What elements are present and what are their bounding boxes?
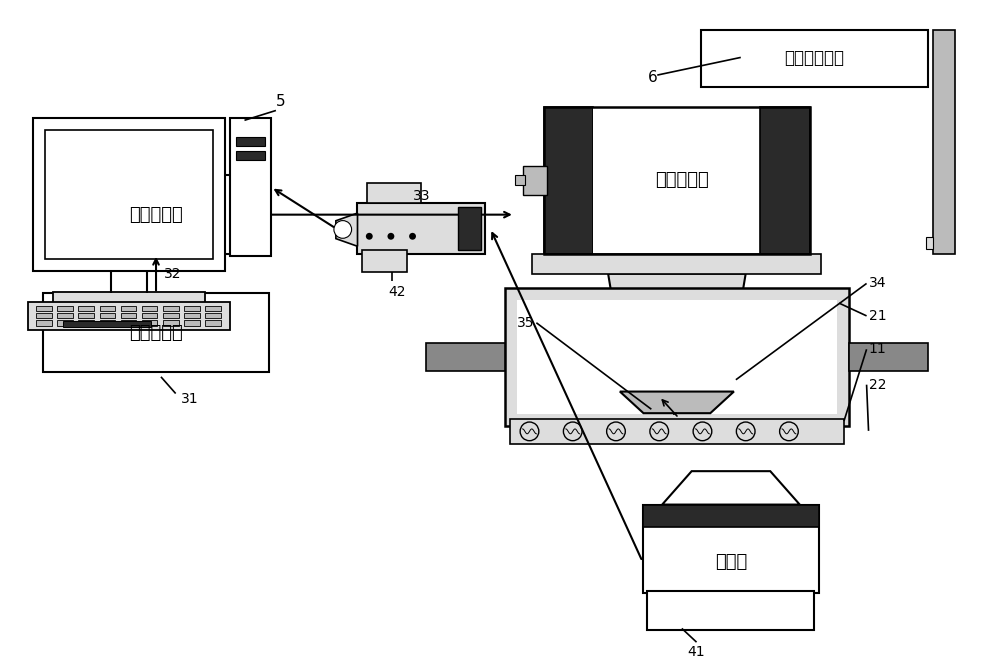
Bar [458,207,481,250]
Text: 波形发生器: 波形发生器 [129,324,183,342]
Bar [933,30,955,254]
Bar [57,306,73,311]
Bar [205,320,221,326]
Bar [505,289,849,426]
Bar [357,203,485,254]
Bar [205,306,221,311]
Polygon shape [608,273,746,391]
Bar [510,419,844,444]
Bar [163,313,179,318]
Text: 35: 35 [517,316,534,330]
Text: 21: 21 [869,309,886,323]
Bar [647,591,814,630]
Text: 11: 11 [869,342,886,356]
Bar [78,320,94,326]
Bar [45,130,213,259]
Text: 33: 33 [413,189,430,203]
Text: 22: 22 [869,378,886,392]
Text: 34: 34 [869,277,886,291]
Text: 超声换能器: 超声换能器 [655,171,709,189]
Bar [523,166,547,195]
Bar [643,504,819,527]
Bar [517,300,837,414]
Bar [57,313,73,318]
Text: 6: 6 [647,70,657,85]
Bar [362,250,407,271]
Bar [121,320,136,326]
Bar [28,302,230,330]
Bar [236,137,265,146]
Circle shape [334,220,352,238]
Bar [78,313,94,318]
Bar [36,306,52,311]
Bar [36,313,52,318]
Bar [760,107,810,254]
Bar [163,320,179,326]
Text: 31: 31 [181,393,198,406]
Bar [926,237,933,249]
Bar [142,306,157,311]
Bar [532,254,821,273]
Bar [100,313,115,318]
Bar [100,320,115,326]
Text: 功率放大器: 功率放大器 [129,206,183,224]
Bar [43,293,269,372]
Bar [205,313,221,318]
Bar [544,107,593,254]
Bar [701,30,928,87]
Bar [163,306,179,311]
Bar [544,107,810,254]
Bar [142,320,157,326]
Polygon shape [336,213,357,246]
Bar [184,306,200,311]
Bar [643,504,819,593]
Bar [184,313,200,318]
Bar [184,320,200,326]
Text: 32: 32 [164,267,181,281]
Bar [33,118,225,271]
Circle shape [366,233,373,240]
Text: 三维移动机构: 三维移动机构 [784,50,844,68]
Bar [100,306,115,311]
Polygon shape [620,391,734,413]
Bar [426,344,505,371]
Bar [57,320,73,326]
Bar [515,175,525,185]
Bar [53,293,205,306]
Bar [121,306,136,311]
Bar [236,151,265,160]
Text: 42: 42 [388,285,406,299]
Bar [367,183,421,203]
Bar [63,321,151,326]
Circle shape [387,233,394,240]
Bar [142,313,157,318]
Bar [78,306,94,311]
Text: 41: 41 [688,645,705,659]
Bar [36,320,52,326]
Bar [43,175,269,254]
Text: 显微镜: 显微镜 [715,553,747,571]
Bar [849,344,928,371]
Bar [593,107,760,254]
Bar [230,118,271,256]
Polygon shape [662,471,800,504]
Text: 5: 5 [276,93,286,109]
Circle shape [409,233,416,240]
Bar [121,313,136,318]
